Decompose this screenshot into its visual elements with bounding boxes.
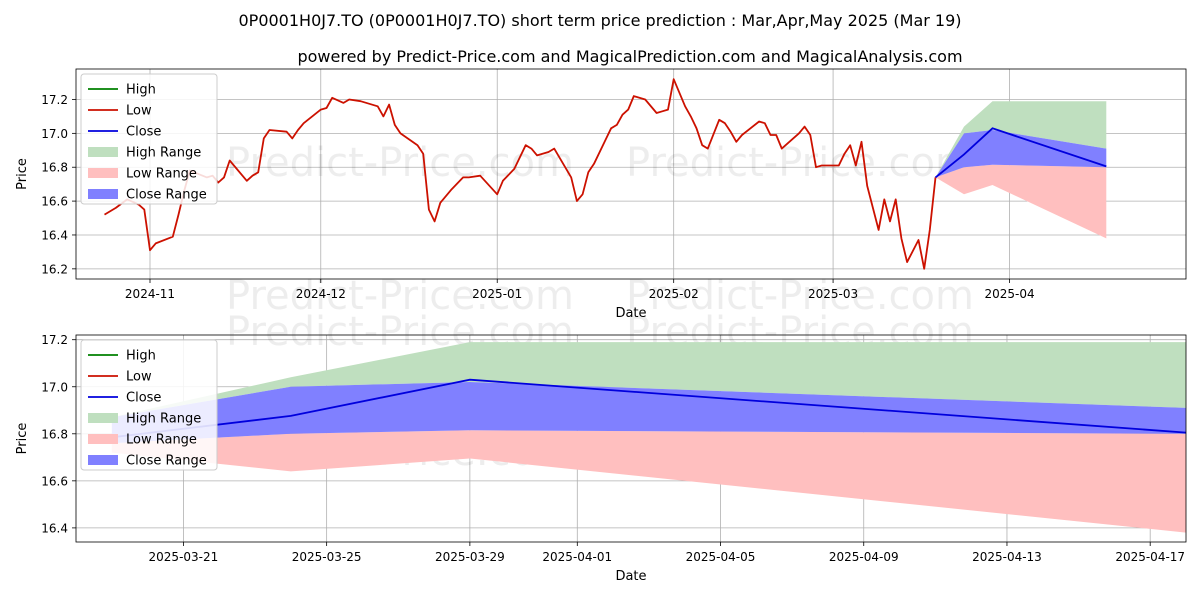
- y-tick-label: 17.0: [41, 380, 68, 394]
- x-tick-label: 2025-04-13: [972, 550, 1042, 564]
- plot-frame: [75, 68, 1187, 280]
- y-tick-label: 16.8: [41, 161, 68, 175]
- y-tick-label: 16.6: [41, 474, 68, 488]
- legend-label: Low: [126, 104, 152, 119]
- legend-label: Close: [126, 391, 161, 406]
- low-range-band: [935, 164, 1107, 239]
- watermarks: Predict-Price.com Predict-Price.com Predic…: [226, 140, 974, 319]
- watermark-text: Predict-Price.com: [226, 273, 574, 319]
- x-tick-label: 2025-04-05: [686, 550, 756, 564]
- legend-swatch-patch: [88, 434, 118, 444]
- y-tick-label: 17.0: [41, 127, 68, 141]
- legend-swatch-patch: [88, 413, 118, 423]
- legend-swatch-patch: [88, 168, 118, 178]
- y-axis-label: Price: [15, 158, 30, 190]
- legend-swatch-patch: [88, 189, 118, 199]
- high-range-band: [111, 342, 1186, 418]
- x-tick-label: 2025-01: [472, 287, 522, 301]
- x-tick-label: 2025-04-09: [829, 550, 899, 564]
- bottom-panel: 2025-03-21 2025-03-25 2025-03-29 2025-04-01…: [15, 309, 1187, 584]
- y-tick-label: 16.4: [41, 228, 68, 242]
- legend-label: High: [126, 349, 156, 364]
- x-tick-label: 2025-03-25: [292, 550, 362, 564]
- legend-label: Close: [126, 125, 161, 140]
- plot-frame: [75, 334, 1187, 543]
- low-range-band: [111, 430, 1186, 533]
- chart-subtitle: powered by Predict-Price.com and Magical…: [297, 47, 962, 66]
- x-tick-label: 2025-03-29: [435, 550, 505, 564]
- legend-label: Close Range: [126, 454, 207, 469]
- legend: High Low Close High Range Low Range Close Ran…: [80, 73, 218, 205]
- legend-label: High Range: [126, 146, 201, 161]
- x-tick-label: 2024-11: [125, 287, 175, 301]
- legend-swatch-patch: [88, 455, 118, 465]
- top-panel: 2024-11 2024-12 2025-01 2025-02 2025-03 2025-…: [15, 68, 1187, 321]
- legend-label: High: [126, 83, 156, 98]
- x-tick-label: 2024-12: [296, 287, 346, 301]
- x-tick-label: 2025-04: [984, 287, 1034, 301]
- chart-title: 0P0001H0J7.TO (0P0001H0J7.TO) short term…: [238, 11, 961, 30]
- y-tick-label: 16.6: [41, 195, 68, 209]
- x-tick-label: 2025-02: [649, 287, 699, 301]
- x-tick-label: 2025-03-21: [149, 550, 219, 564]
- legend-label: Low Range: [126, 167, 197, 182]
- x-axis-label: Date: [615, 306, 646, 321]
- x-tick-label: 2025-04-01: [542, 550, 612, 564]
- watermark-text: Predict-Price.com: [626, 140, 974, 186]
- legend-label: High Range: [126, 412, 201, 427]
- y-tick-label: 17.2: [41, 93, 68, 107]
- close-forecast-line: [934, 127, 1107, 179]
- watermark-text: Predict-Price.com: [226, 140, 574, 186]
- high-range-band: [935, 101, 1107, 178]
- y-tick-label: 16.4: [41, 521, 68, 535]
- x-tick-label: 2025-04-17: [1115, 550, 1185, 564]
- legend-label: Low: [126, 370, 152, 385]
- x-tick-label: 2025-03: [808, 287, 858, 301]
- y-tick-label: 16.2: [41, 262, 68, 276]
- legend-label: Low Range: [126, 433, 197, 448]
- legend-label: Close Range: [126, 188, 207, 203]
- y-tick-label: 16.8: [41, 427, 68, 441]
- watermark-text: Predict-Price.com: [626, 273, 974, 319]
- low-price-line: [104, 78, 937, 270]
- legend: High Low Close High Range Low Range Close Ran…: [80, 339, 218, 471]
- legend-swatch-patch: [88, 147, 118, 157]
- x-axis-label: Date: [615, 569, 646, 584]
- y-tick-label: 17.2: [41, 333, 68, 347]
- y-axis-label: Price: [15, 423, 30, 455]
